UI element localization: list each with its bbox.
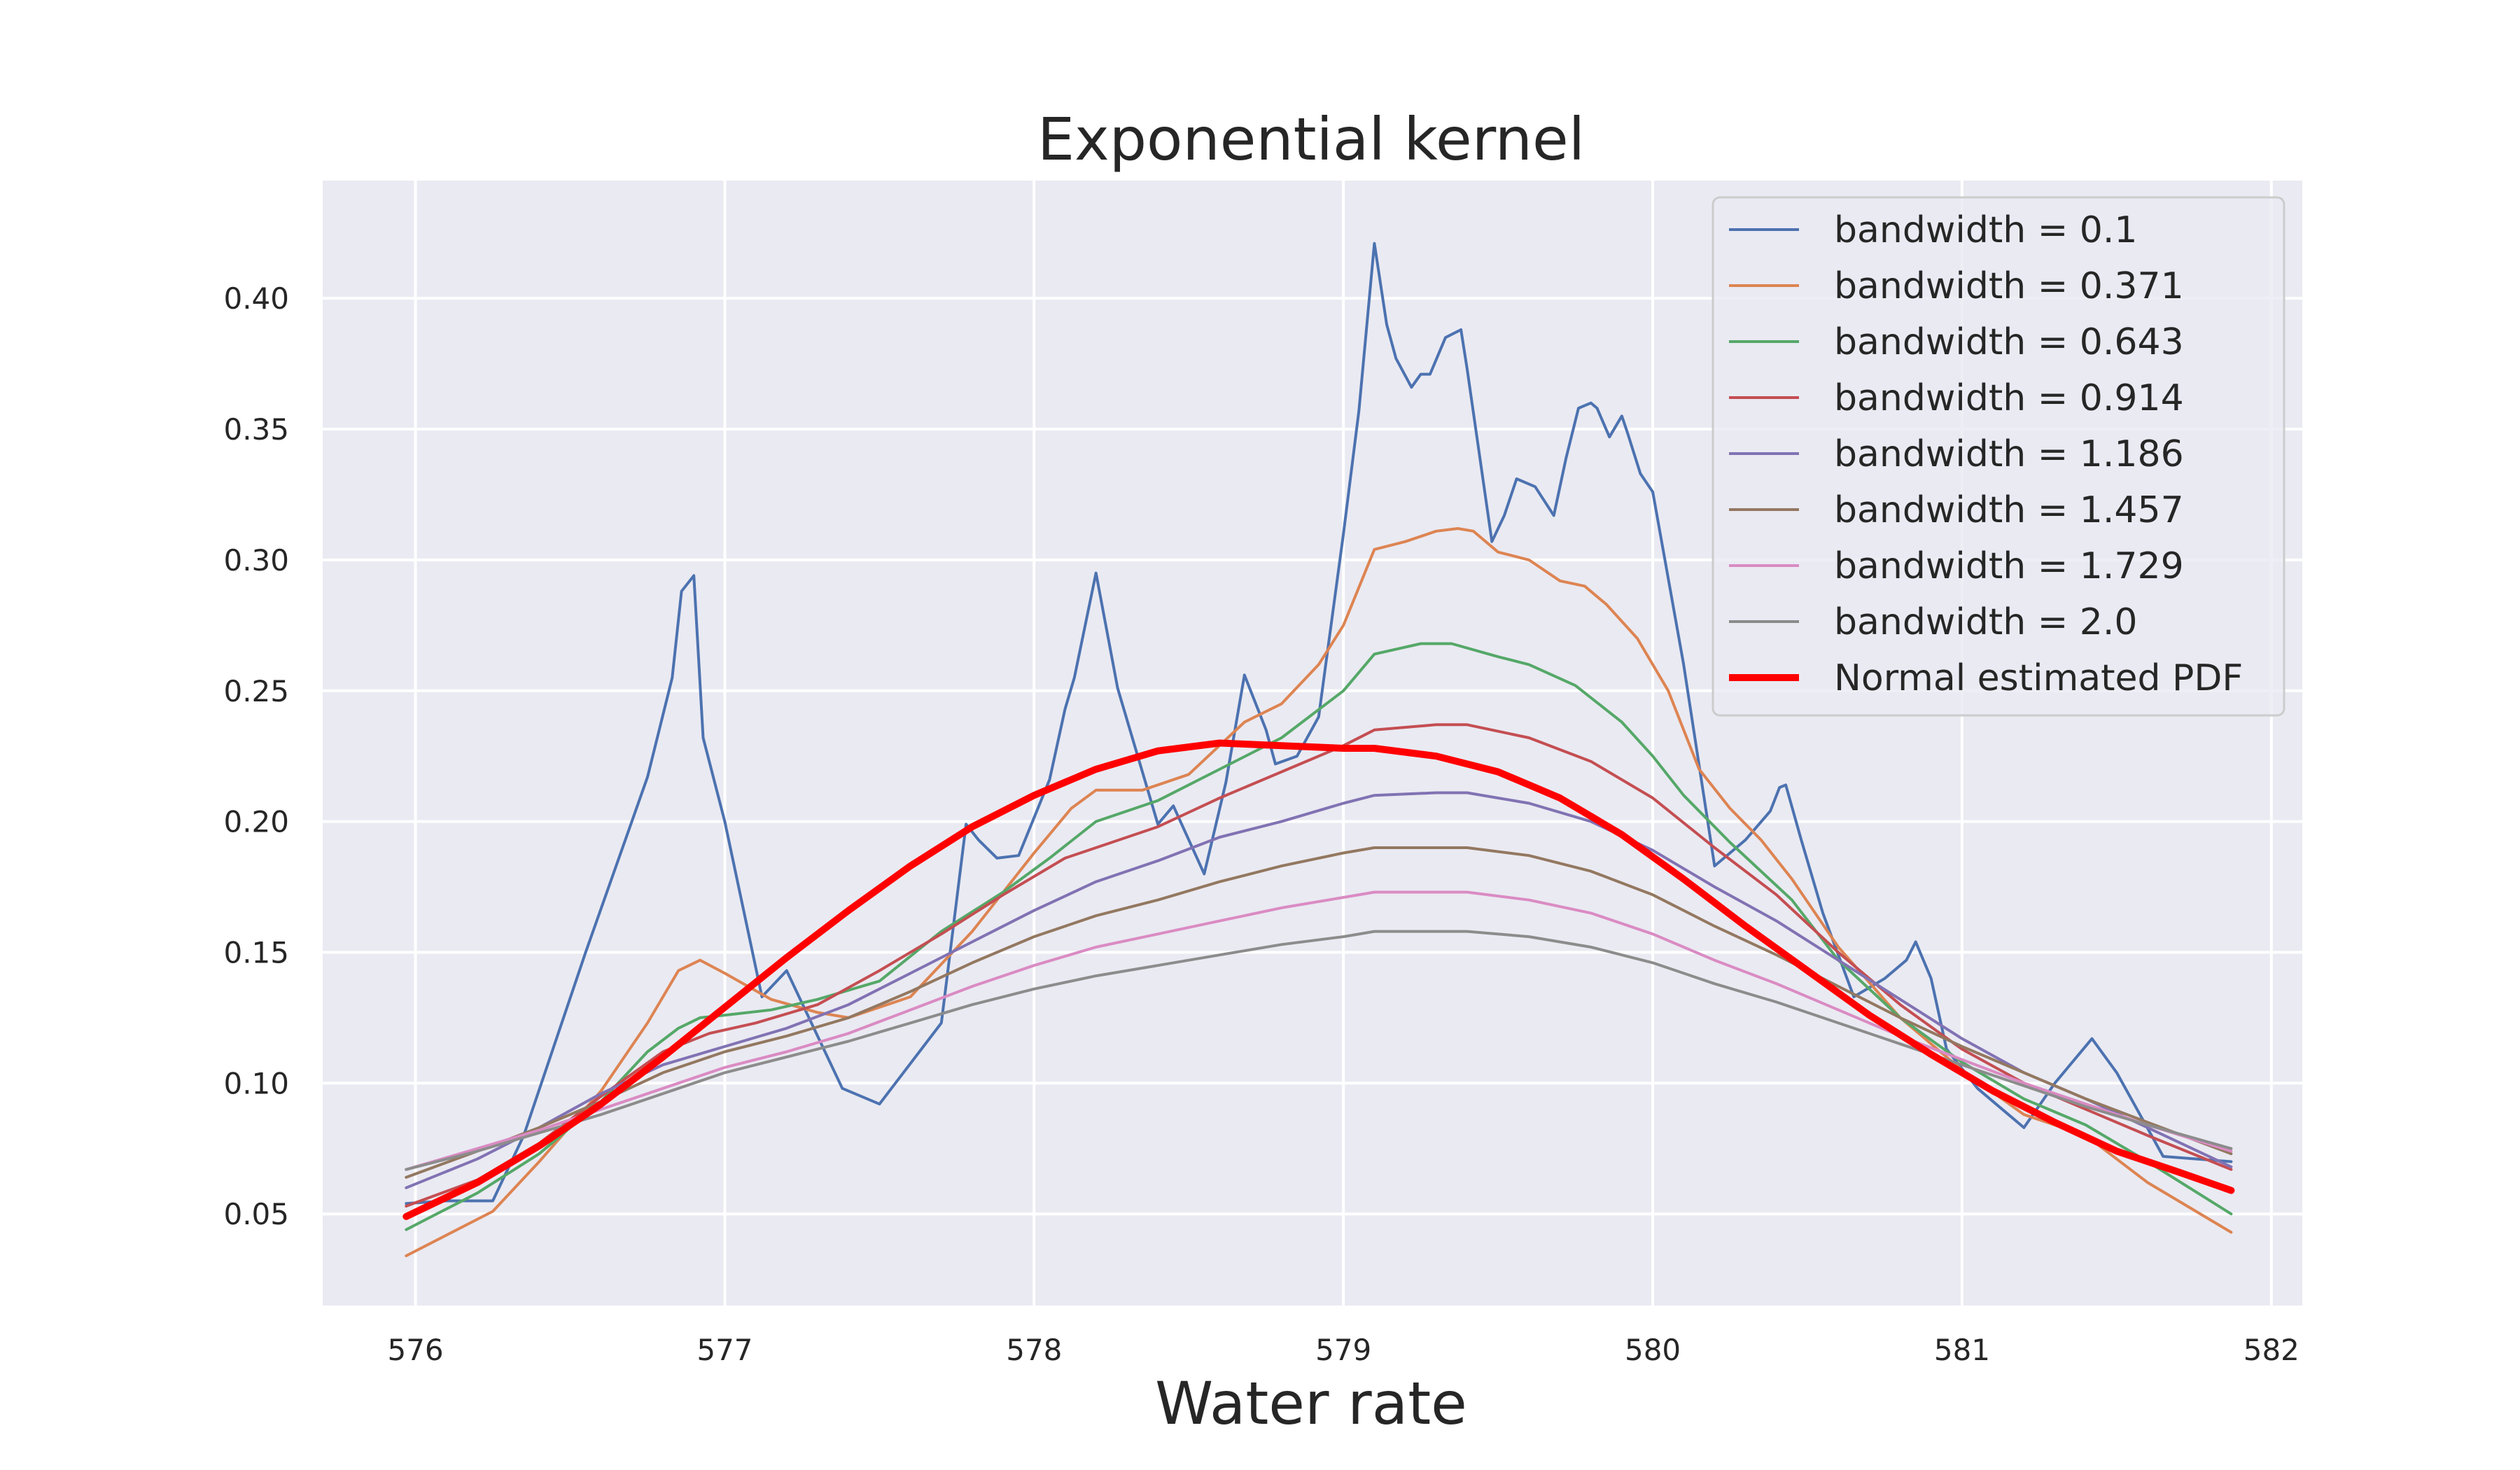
y-tick-label: 0.30	[223, 543, 289, 578]
y-tick-label: 0.35	[223, 412, 289, 447]
y-tick-label: 0.15	[223, 935, 289, 969]
legend-label: Normal estimated PDF	[1834, 657, 2243, 699]
legend-label: bandwidth = 2.0	[1834, 601, 2138, 643]
x-tick-label: 577	[696, 1333, 752, 1367]
series-line-4	[405, 723, 2233, 1208]
legend-label: bandwidth = 1.729	[1834, 545, 2184, 587]
x-axis-label: Water rate	[1155, 1369, 1467, 1438]
legend-label: bandwidth = 1.186	[1834, 433, 2184, 475]
legend-label: bandwidth = 0.914	[1834, 377, 2184, 419]
series-layer	[402, 241, 2235, 1257]
x-tick-label: 582	[2244, 1333, 2300, 1367]
y-tick-label: 0.10	[223, 1066, 289, 1100]
legend-label: bandwidth = 0.371	[1834, 265, 2184, 307]
y-tick-label: 0.05	[223, 1197, 289, 1231]
y-tick-label: 0.25	[223, 674, 289, 708]
y-tick-label: 0.20	[223, 805, 289, 839]
series-line-2	[405, 527, 2233, 1257]
x-tick-label: 576	[387, 1333, 443, 1367]
series-line-8	[405, 930, 2233, 1171]
y-tick-labels: 0.05 0.10 0.15 0.20 0.25 0.30 0.35 0.40	[223, 281, 289, 1231]
series-line-9	[402, 739, 2235, 1220]
series-line-1	[405, 241, 2233, 1205]
x-tick-label: 579	[1315, 1333, 1371, 1367]
legend-label: bandwidth = 0.1	[1834, 209, 2138, 251]
x-tick-labels: 576 577 578 579 580 581 582	[387, 1333, 2299, 1367]
x-tick-label: 580	[1625, 1333, 1681, 1367]
y-tick-label: 0.40	[223, 281, 289, 316]
x-tick-label: 581	[1934, 1333, 1990, 1367]
legend-label: bandwidth = 0.643	[1834, 321, 2184, 363]
series-line-6	[405, 846, 2233, 1179]
legend-frame	[1712, 196, 2286, 717]
x-tick-label: 578	[1006, 1333, 1062, 1367]
legend-label: bandwidth = 1.457	[1834, 489, 2184, 531]
series-line-5	[405, 791, 2233, 1189]
legend: bandwidth = 0.1 bandwidth = 0.371 bandwidt…	[1712, 196, 2286, 717]
chart-title: Exponential kernel	[1037, 105, 1585, 174]
